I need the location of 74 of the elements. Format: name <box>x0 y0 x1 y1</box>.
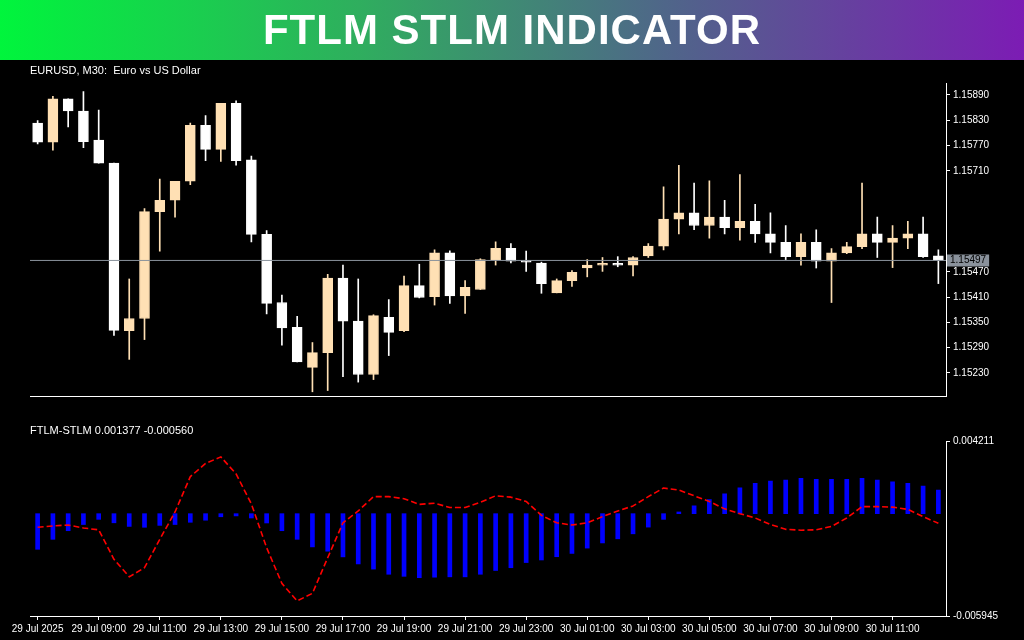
bar <box>325 513 331 552</box>
bar <box>936 489 941 515</box>
bar <box>813 478 819 515</box>
x-tick-label: 30 Jul 11:00 <box>865 622 920 634</box>
bar <box>539 513 544 561</box>
bar <box>890 481 895 515</box>
bar <box>432 513 437 578</box>
y-tick-label: 1.15830 <box>953 114 990 125</box>
bar <box>157 513 163 526</box>
x-tick-label: 29 Jul 21:00 <box>437 622 493 634</box>
bar <box>707 499 712 515</box>
bar <box>371 513 376 570</box>
x-tick-label: 30 Jul 05:00 <box>682 622 738 634</box>
bar <box>187 513 193 523</box>
ref-line-label: 1.15497 <box>950 254 987 266</box>
x-tick-label: 30 Jul 03:00 <box>621 622 676 634</box>
candlestick <box>734 174 746 241</box>
bar <box>35 513 40 550</box>
bar <box>874 479 880 515</box>
bar <box>264 513 269 524</box>
bar <box>768 480 773 515</box>
x-tick-label: 30 Jul 07:00 <box>743 622 799 634</box>
bar <box>416 513 422 579</box>
bar <box>126 513 132 527</box>
bar <box>722 493 727 515</box>
bar <box>96 513 102 520</box>
y-tick-label: 1.15410 <box>953 290 990 302</box>
bar <box>783 479 789 515</box>
bar <box>386 513 392 575</box>
bar <box>478 513 483 575</box>
bar <box>584 513 590 549</box>
candlestick <box>871 216 883 258</box>
y-tick-label: 1.15230 <box>953 366 990 378</box>
candlestick <box>673 164 685 235</box>
x-tick-label: 29 Jul 09:00 <box>71 622 127 634</box>
bar <box>829 478 834 515</box>
bar <box>844 478 850 515</box>
bar <box>615 513 621 540</box>
candlestick <box>856 182 868 249</box>
bar <box>493 513 498 571</box>
x-tick-label: 29 Jul 17:00 <box>315 622 371 634</box>
y-tick-label: 1.15470 <box>953 265 990 277</box>
y-tick-label: 1.15710 <box>953 164 990 176</box>
bar <box>661 513 666 520</box>
x-tick-label: 30 Jul 09:00 <box>804 622 860 634</box>
x-tick-label: 29 Jul 23:00 <box>498 622 554 634</box>
x-tick-label: 29 Jul 2025 <box>11 622 64 634</box>
x-tick-label: 30 Jul 01:00 <box>559 622 615 634</box>
bar <box>203 513 208 521</box>
y-tick-label: 1.15350 <box>953 316 990 328</box>
bar <box>355 513 361 565</box>
bar <box>249 513 254 519</box>
chart-title: FTLM STLM INDICATOR <box>0 0 1024 60</box>
bar <box>554 513 560 558</box>
bar <box>81 513 86 525</box>
candlestick <box>123 278 135 360</box>
x-tick-label: 29 Jul 19:00 <box>376 622 432 634</box>
x-tick-label: 29 Jul 13:00 <box>193 622 249 634</box>
bar <box>691 505 697 515</box>
y-tick-label: -0.005945 <box>953 609 999 621</box>
candlestick <box>154 178 166 252</box>
bar <box>310 513 315 548</box>
bar <box>142 513 147 528</box>
x-tick-label: 29 Jul 15:00 <box>254 622 310 634</box>
bar <box>600 513 605 544</box>
y-tick-label: 1.15890 <box>953 88 990 100</box>
x-tick-label: 29 Jul 11:00 <box>132 622 188 634</box>
y-tick-label: 1.15770 <box>953 139 990 151</box>
chart-subtitle: EURUSD, M30: Euro vs US Dollar <box>30 63 201 76</box>
bar <box>645 513 651 528</box>
y-tick-label: 0.004211 <box>953 434 995 446</box>
y-tick-label: 1.15290 <box>953 341 990 353</box>
line-series <box>36 456 940 602</box>
chart-title: FTLM-STLM 0.001377 -0.000560 <box>30 423 194 436</box>
